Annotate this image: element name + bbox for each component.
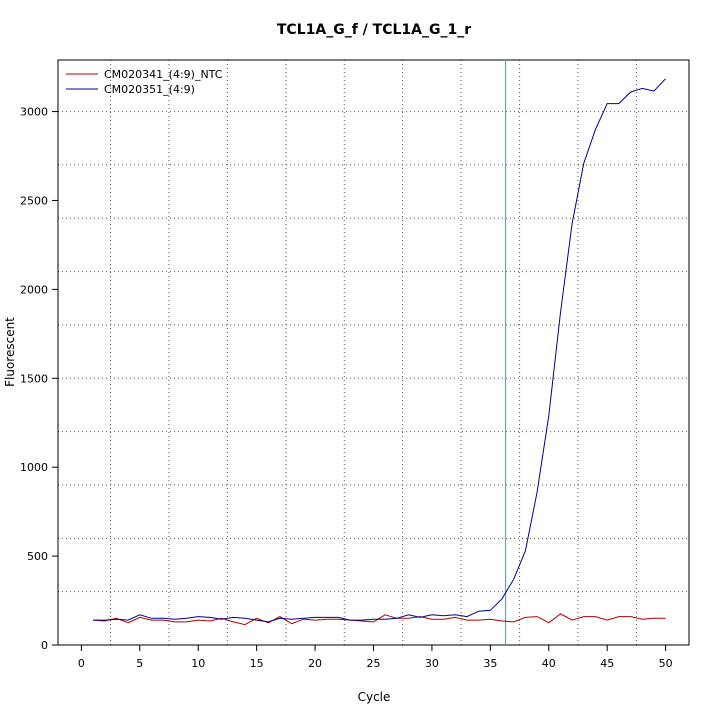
x-tick-label: 10 (191, 657, 205, 670)
x-tick-label: 0 (78, 657, 85, 670)
series-line-0 (93, 613, 666, 626)
plot-frame (57, 59, 690, 646)
y-tick-label: 500 (27, 550, 48, 563)
legend: CM020341_(4:9)_NTC CM020351_(4:9) (66, 68, 223, 96)
x-tick-label: 30 (425, 657, 439, 670)
y-tick-label: 2000 (20, 283, 48, 296)
x-tick-label: 40 (542, 657, 556, 670)
y-axis: 0 500 1000 1500 2000 2500 3000 (20, 106, 58, 652)
y-tick-label: 1500 (20, 372, 48, 385)
x-tick-label: 5 (136, 657, 143, 670)
x-tick-label: 45 (600, 657, 614, 670)
legend-label-ntc: CM020341_(4:9)_NTC (104, 68, 223, 81)
chart-title: TCL1A_G_f / TCL1A_G_1_r (277, 22, 471, 38)
y-tick-label: 2500 (20, 194, 48, 207)
x-tick-label: 25 (367, 657, 381, 670)
y-tick-label: 3000 (20, 106, 48, 119)
x-tick-label: 20 (308, 657, 322, 670)
x-tick-label: 50 (659, 657, 673, 670)
series-layer (93, 78, 666, 626)
grid (58, 60, 689, 646)
y-axis-label: Fluorescent (3, 317, 17, 387)
y-tick-label: 1000 (20, 461, 48, 474)
x-tick-label: 35 (483, 657, 497, 670)
x-tick-label: 15 (250, 657, 264, 670)
x-axis-label: Cycle (358, 690, 391, 704)
series-line-1 (93, 78, 666, 623)
x-axis: 0 5 10 15 20 25 30 35 40 45 50 (78, 645, 673, 670)
legend-label-sample: CM020351_(4:9) (104, 83, 195, 96)
y-tick-label: 0 (41, 639, 48, 652)
